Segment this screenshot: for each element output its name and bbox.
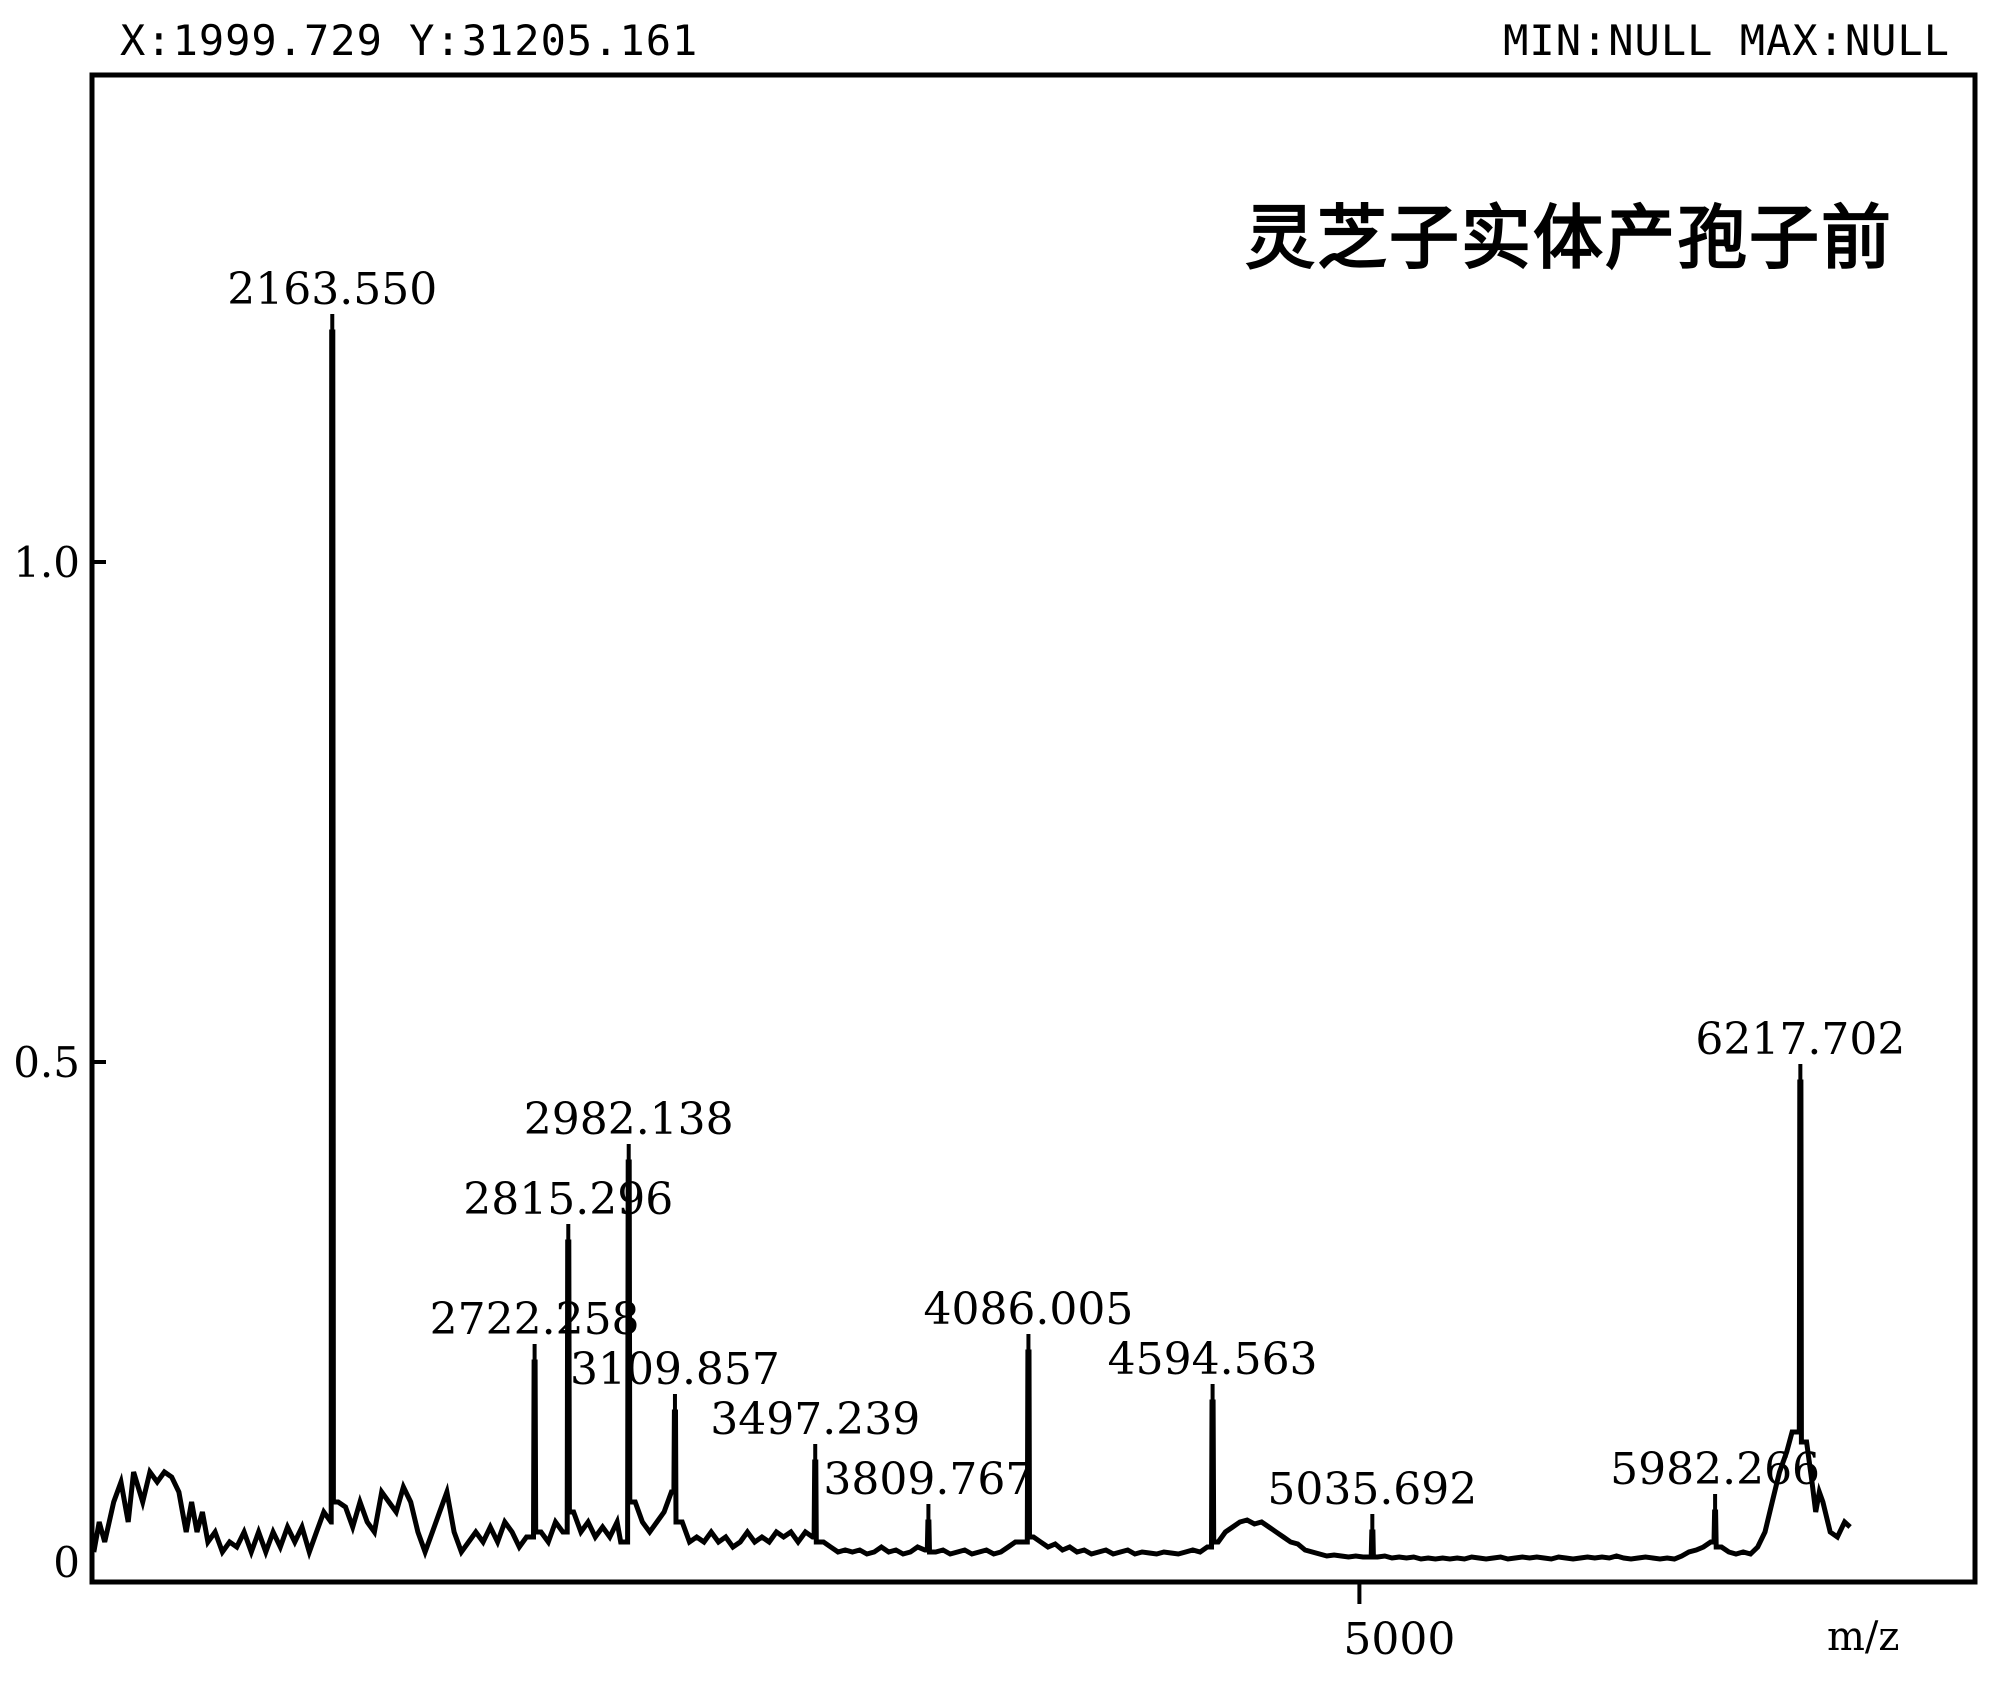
peak-label: 5035.692 (1267, 1464, 1477, 1515)
cursor-coordinate-readout: X:1999.729 Y:31205.161 (120, 16, 699, 65)
chart-title: 灵芝子实体产孢子前 (1245, 196, 1893, 279)
x-axis-label: m/z (1827, 1614, 1899, 1660)
peak-label: 3109.857 (570, 1344, 780, 1395)
y-tick-label: 0 (53, 1538, 80, 1587)
x-tick-label: 5000 (1343, 1614, 1455, 1665)
peak-label: 2982.138 (524, 1094, 734, 1145)
y-tick-label: 0.5 (13, 1038, 80, 1087)
peak-label: 6217.702 (1695, 1014, 1905, 1065)
spectrum-line (91, 329, 1852, 1562)
plot-frame (89, 72, 1978, 1585)
peak-label: 2163.550 (227, 264, 437, 315)
peak-label: 4594.563 (1108, 1334, 1318, 1385)
peak-label: 2815.296 (463, 1174, 673, 1225)
y-tick-label: 1.0 (13, 538, 80, 587)
peak-label: 2722.258 (430, 1294, 640, 1345)
peak-label: 3809.767 (823, 1454, 1033, 1505)
min-max-readout: MIN:NULL MAX:NULL (1503, 16, 1950, 65)
peak-label: 3497.239 (710, 1394, 920, 1445)
peak-label: 5982.266 (1610, 1444, 1820, 1495)
peak-label: 4086.005 (923, 1284, 1133, 1335)
